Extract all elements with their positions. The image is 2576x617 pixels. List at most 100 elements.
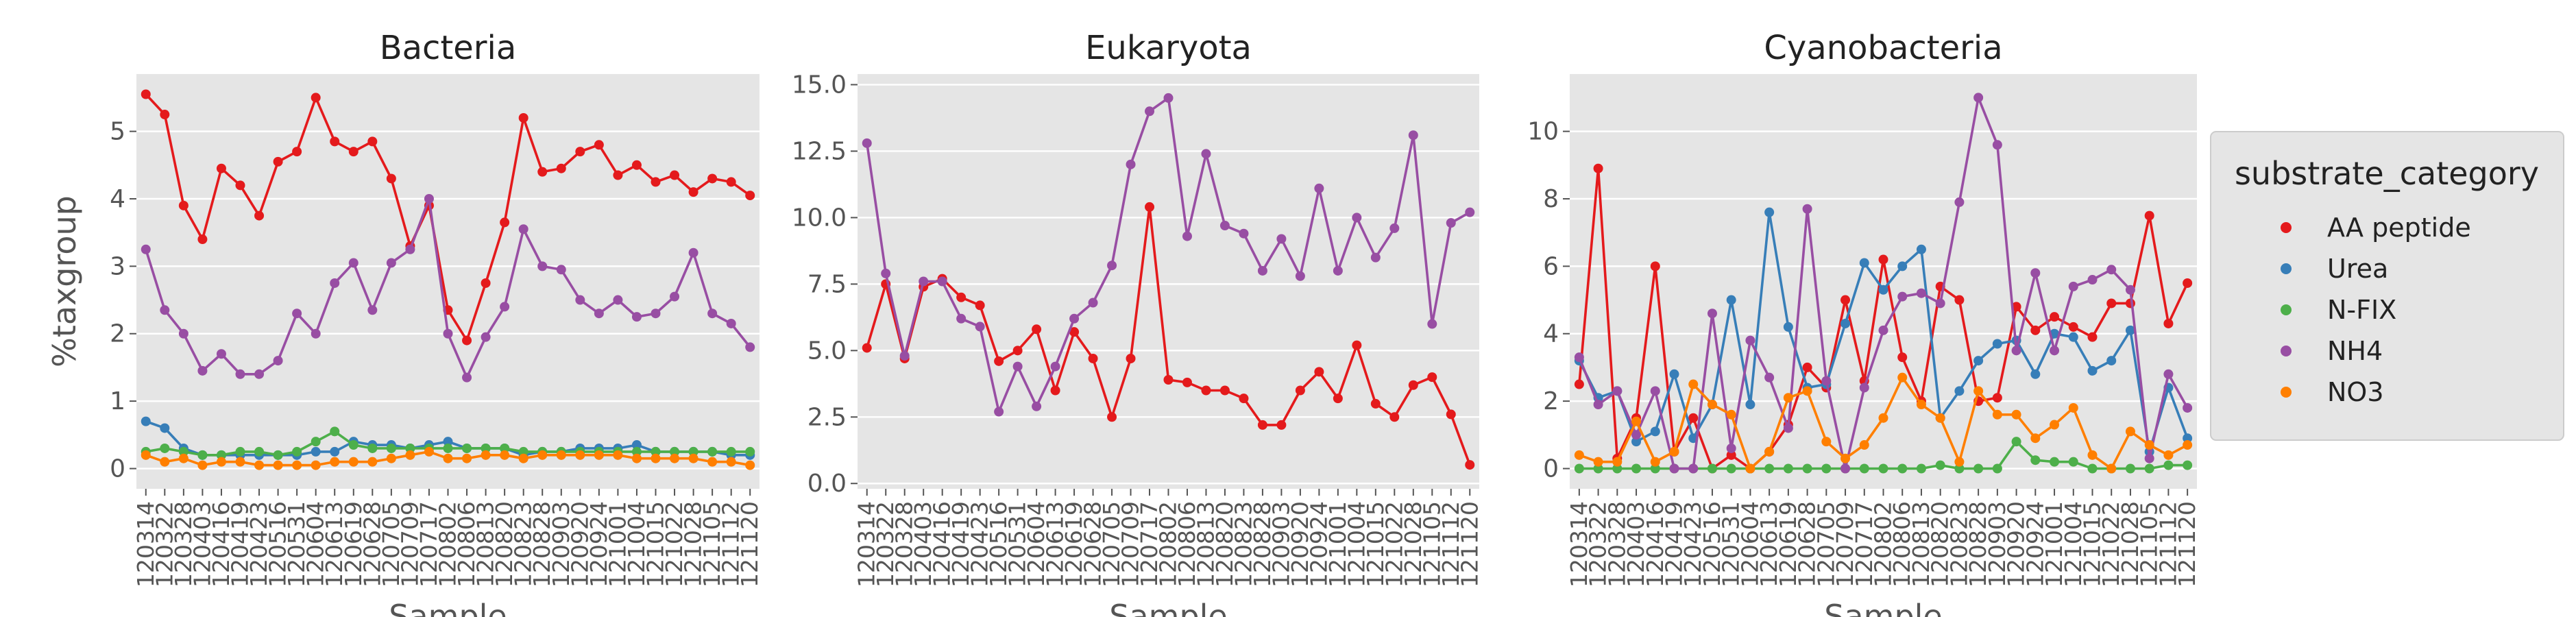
point bbox=[2144, 463, 2154, 474]
point bbox=[631, 160, 642, 170]
point bbox=[235, 457, 245, 467]
x-tick-label: 121028 bbox=[2117, 501, 2143, 588]
point bbox=[1897, 352, 1908, 363]
x-tick-label: 120806 bbox=[1174, 501, 1200, 588]
point bbox=[178, 200, 189, 210]
point bbox=[2183, 278, 2193, 288]
point bbox=[1840, 453, 1851, 463]
point bbox=[1465, 207, 1475, 217]
x-tick-label: 121001 bbox=[1324, 501, 1351, 588]
legend-marker bbox=[2281, 222, 2292, 233]
y-tick-label: 2 bbox=[110, 320, 125, 348]
point bbox=[311, 93, 321, 103]
point bbox=[1465, 460, 1475, 470]
x-tick-label: 120619 bbox=[1060, 501, 1087, 588]
x-tick-label: 120619 bbox=[1775, 501, 1801, 588]
point bbox=[311, 446, 321, 457]
point bbox=[575, 450, 585, 460]
point bbox=[1145, 106, 1155, 117]
point bbox=[386, 453, 396, 463]
point bbox=[2087, 332, 2098, 342]
point bbox=[670, 446, 680, 457]
x-tick-label: 121004 bbox=[1343, 501, 1370, 588]
chart-title: Eukaryota bbox=[1085, 29, 1252, 67]
point bbox=[348, 440, 359, 450]
point bbox=[1669, 463, 1679, 474]
x-tick-label: 120322 bbox=[872, 501, 899, 588]
point bbox=[1821, 376, 1832, 386]
x-tick-label: 120828 bbox=[528, 501, 555, 588]
point bbox=[367, 305, 378, 315]
point bbox=[500, 450, 510, 460]
x-tick-label: 120423 bbox=[245, 501, 272, 588]
point bbox=[424, 446, 434, 457]
point bbox=[1878, 254, 1888, 265]
point bbox=[1612, 457, 1623, 467]
point bbox=[1802, 463, 1812, 474]
point bbox=[2144, 440, 2154, 450]
point bbox=[881, 268, 891, 278]
chart-title: Cyanobacteria bbox=[1764, 29, 2002, 67]
point bbox=[2125, 426, 2135, 437]
point bbox=[443, 437, 453, 447]
point bbox=[1878, 325, 1888, 335]
point bbox=[386, 443, 396, 453]
point bbox=[1631, 430, 1642, 440]
y-tick-label: 7.5 bbox=[807, 270, 847, 298]
x-tick-label: 120628 bbox=[359, 501, 385, 588]
point bbox=[2011, 437, 2021, 447]
point bbox=[1050, 361, 1060, 372]
point bbox=[2087, 365, 2098, 376]
x-tick-label: 120920 bbox=[566, 501, 593, 588]
point bbox=[273, 460, 283, 470]
point bbox=[1916, 463, 1926, 474]
point bbox=[1574, 450, 1584, 460]
point bbox=[235, 446, 245, 457]
point bbox=[1593, 463, 1603, 474]
point bbox=[1107, 412, 1117, 422]
x-tick-label: 120516 bbox=[985, 501, 1012, 588]
y-tick-label: 10 bbox=[1527, 118, 1559, 146]
y-tick-label: 8 bbox=[1543, 185, 1559, 213]
x-tick-label: 120613 bbox=[1755, 501, 1782, 588]
point bbox=[1821, 437, 1832, 447]
point bbox=[2144, 453, 2154, 463]
x-tick-label: 120806 bbox=[1888, 501, 1915, 588]
point bbox=[178, 328, 189, 339]
point bbox=[1593, 400, 1603, 410]
point bbox=[2183, 433, 2193, 444]
point bbox=[1314, 367, 1324, 377]
legend-label: NO3 bbox=[2327, 377, 2384, 407]
point bbox=[1427, 319, 1437, 329]
point bbox=[367, 457, 378, 467]
point bbox=[216, 457, 226, 467]
point bbox=[216, 450, 226, 460]
point bbox=[254, 210, 265, 221]
point bbox=[1726, 463, 1736, 474]
x-tick-label: 120328 bbox=[1603, 501, 1630, 588]
point bbox=[2144, 210, 2154, 221]
point bbox=[1707, 400, 1717, 410]
point bbox=[2011, 302, 2021, 312]
point bbox=[2030, 369, 2041, 379]
point bbox=[500, 443, 510, 453]
x-tick-label: 120613 bbox=[1042, 501, 1069, 588]
point bbox=[367, 443, 378, 453]
point bbox=[1650, 386, 1660, 396]
x-tick-label: 120628 bbox=[1080, 501, 1106, 588]
point bbox=[670, 453, 680, 463]
point bbox=[1032, 324, 1042, 335]
point bbox=[1859, 258, 1869, 268]
point bbox=[631, 440, 642, 450]
x-axis-label: Sample bbox=[389, 598, 507, 617]
legend-marker bbox=[2281, 346, 2292, 356]
x-tick-label: 121028 bbox=[1400, 501, 1426, 588]
point bbox=[1802, 386, 1812, 396]
point bbox=[235, 369, 245, 379]
point bbox=[1992, 409, 2002, 420]
point bbox=[292, 308, 302, 319]
legend-marker bbox=[2281, 387, 2292, 398]
point bbox=[2068, 402, 2078, 413]
point bbox=[386, 173, 396, 184]
x-tick-label: 120322 bbox=[1585, 501, 1612, 588]
